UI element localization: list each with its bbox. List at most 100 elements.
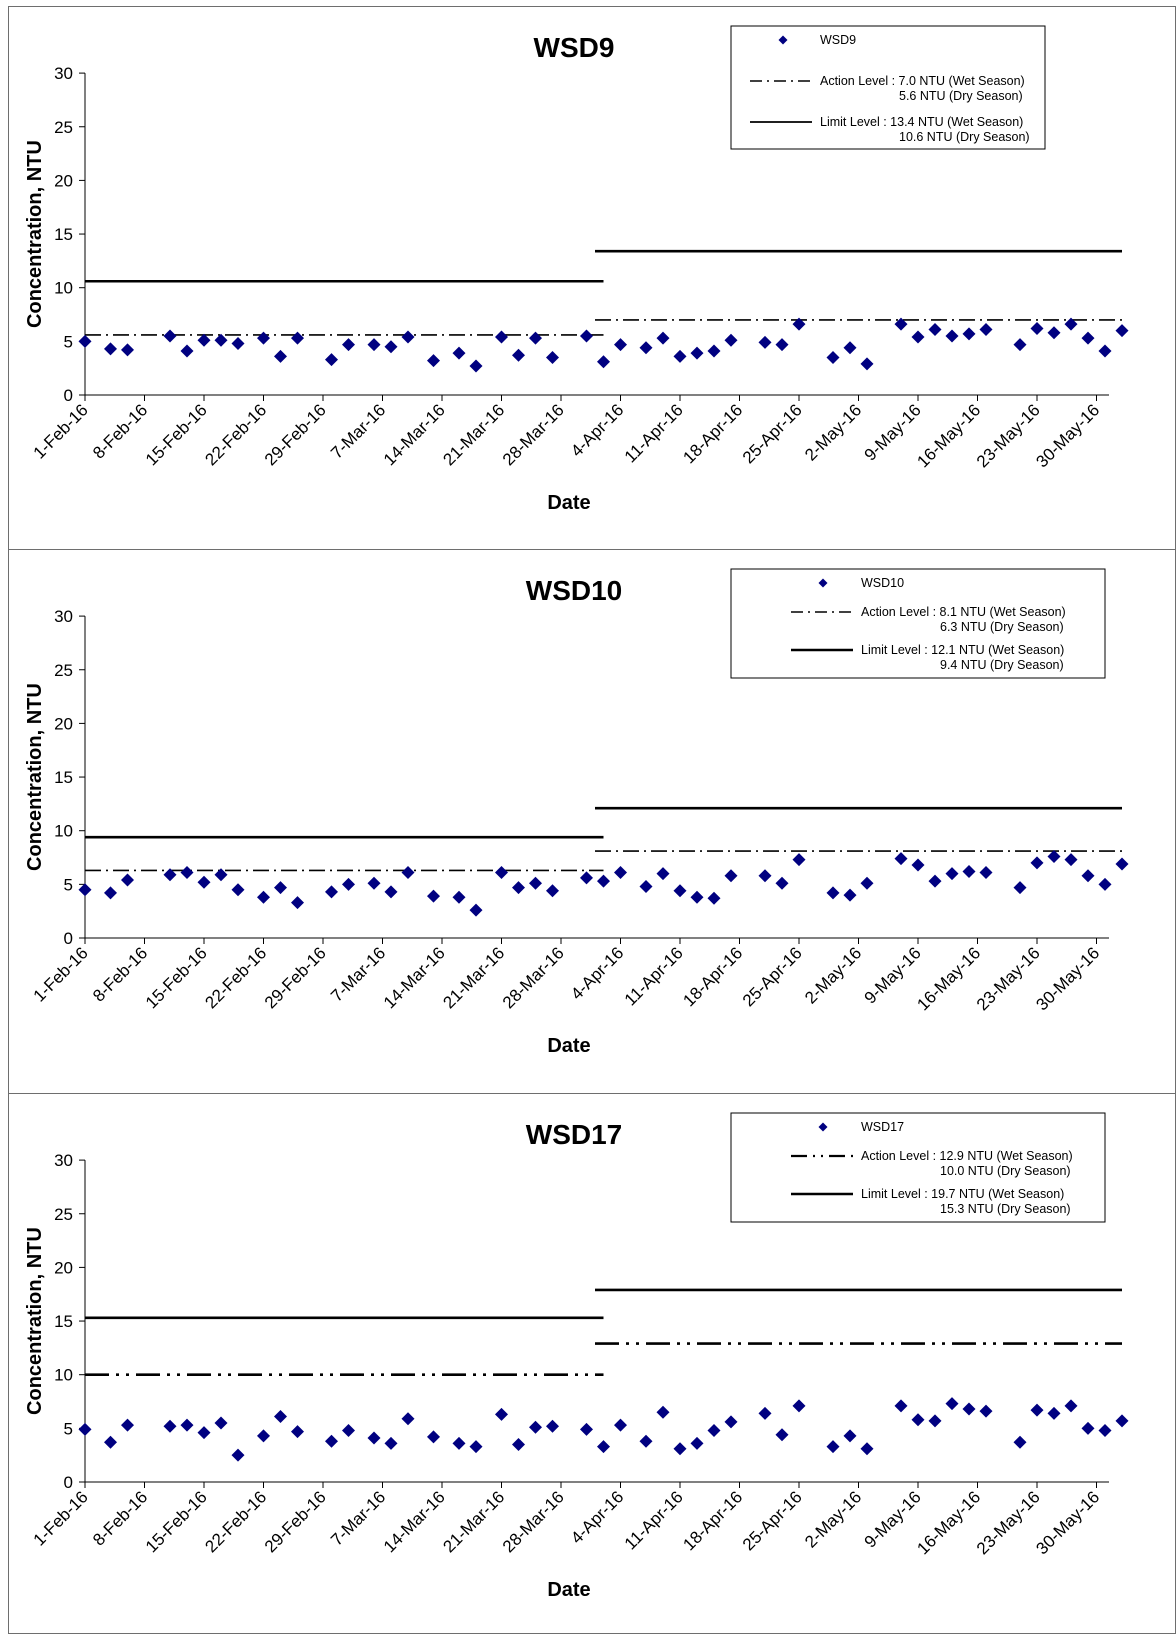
data-point: [214, 1416, 228, 1430]
data-point: [180, 344, 194, 358]
data-point: [231, 1448, 245, 1462]
data-point: [758, 335, 772, 349]
legend: WSD9 Action Level : 7.0 NTU (Wet Season)5…: [730, 25, 1046, 150]
data-point: [529, 331, 542, 345]
data-point: [401, 1412, 415, 1426]
y-tick-label: 0: [64, 386, 73, 405]
x-tick-label: 7-Mar-16: [327, 400, 389, 462]
x-tick-label: 2-May-16: [801, 400, 865, 464]
x-tick-label: 16-May-16: [913, 400, 984, 471]
data-point: [843, 1429, 857, 1443]
data-point: [546, 350, 559, 364]
data-point: [495, 1407, 508, 1421]
data-point: [775, 876, 789, 890]
data-point: [775, 1428, 789, 1442]
data-point: [469, 1440, 483, 1454]
data-point: [597, 874, 610, 888]
data-point: [928, 1414, 942, 1428]
x-tick-label: 14-Mar-16: [380, 400, 449, 469]
legend-label: 5.6 NTU (Dry Season): [899, 89, 1023, 103]
data-point: [342, 1423, 355, 1437]
data-point: [469, 359, 483, 373]
data-point: [231, 336, 245, 350]
data-point: [274, 349, 287, 363]
data-point: [325, 353, 338, 367]
data-point: [325, 885, 338, 899]
x-tick-label: 15-Feb-16: [142, 1487, 211, 1556]
legend-label: Limit Level : 19.7 NTU (Wet Season): [861, 1187, 1064, 1201]
x-tick-label: 15-Feb-16: [142, 400, 211, 469]
data-point: [758, 869, 772, 883]
chart-title: WSD9: [534, 32, 615, 63]
data-point: [427, 889, 440, 903]
data-point: [529, 1420, 542, 1434]
data-point: [291, 896, 304, 910]
legend-label: 9.4 NTU (Dry Season): [940, 658, 1064, 672]
data-point: [928, 874, 942, 888]
legend: WSD17 Action Level : 12.9 NTU (Wet Season…: [730, 1112, 1106, 1223]
data-point: [1098, 344, 1112, 358]
data-point: [1030, 1403, 1044, 1417]
data-point: [894, 1399, 908, 1413]
data-point: [1013, 1435, 1027, 1449]
x-tick-label: 18-Apr-16: [679, 943, 746, 1010]
data-point: [197, 333, 211, 347]
legend-label: WSD9: [820, 33, 856, 47]
x-tick-label: 23-May-16: [973, 1487, 1044, 1558]
x-tick-label: 4-Apr-16: [567, 943, 627, 1003]
y-tick-label: 30: [54, 1151, 73, 1170]
data-point: [911, 1413, 925, 1427]
data-point: [180, 866, 194, 880]
y-tick-label: 25: [54, 1205, 73, 1224]
data-point: [197, 1426, 211, 1440]
data-point: [826, 886, 840, 900]
data-point: [962, 1402, 976, 1416]
data-point: [1013, 881, 1027, 895]
x-tick-label: 8-Feb-16: [89, 400, 151, 462]
data-point: [945, 329, 959, 343]
x-tick-label: 28-Mar-16: [499, 943, 568, 1012]
data-point: [707, 344, 721, 358]
data-point: [1064, 1399, 1078, 1413]
y-tick-label: 5: [64, 875, 73, 894]
data-point: [639, 879, 653, 893]
data-point: [614, 1418, 627, 1432]
data-point: [724, 333, 738, 347]
x-tick-label: 28-Mar-16: [499, 1487, 568, 1556]
legend-label: WSD10: [861, 576, 904, 590]
x-tick-label: 1-Feb-16: [30, 943, 92, 1005]
data-point: [1115, 324, 1129, 338]
x-tick-label: 1-Feb-16: [30, 400, 92, 462]
x-tick-label: 30-May-16: [1032, 1487, 1103, 1558]
x-tick-label: 23-May-16: [973, 400, 1044, 471]
x-tick-label: 16-May-16: [913, 943, 984, 1014]
data-point: [384, 1436, 398, 1450]
chart-title: WSD17: [526, 1119, 622, 1150]
legend-label: Action Level : 8.1 NTU (Wet Season): [861, 605, 1066, 619]
x-tick-label: 8-Feb-16: [89, 943, 151, 1005]
data-point: [78, 1422, 92, 1436]
data-point: [427, 1430, 440, 1444]
x-tick-label: 4-Apr-16: [567, 1487, 627, 1547]
data-point: [78, 334, 92, 348]
data-point: [945, 867, 959, 881]
y-tick-label: 15: [54, 768, 73, 787]
y-tick-label: 5: [64, 1419, 73, 1438]
y-tick-label: 10: [54, 1366, 73, 1385]
data-point: [121, 873, 134, 887]
data-point: [163, 1419, 177, 1433]
y-tick-label: 25: [54, 661, 73, 680]
data-point: [639, 341, 653, 355]
x-tick-label: 11-Apr-16: [621, 400, 687, 466]
x-tick-label: 21-Mar-16: [439, 400, 508, 469]
y-tick-label: 20: [54, 1258, 73, 1277]
data-point: [121, 343, 134, 357]
x-tick-label: 15-Feb-16: [142, 943, 211, 1012]
data-point: [843, 888, 857, 902]
y-tick-label: 20: [54, 171, 73, 190]
x-tick-label: 18-Apr-16: [679, 1487, 746, 1554]
data-point: [1081, 869, 1095, 883]
x-tick-label: 23-May-16: [973, 943, 1044, 1014]
data-point: [342, 877, 355, 891]
x-tick-label: 16-May-16: [913, 1487, 984, 1558]
